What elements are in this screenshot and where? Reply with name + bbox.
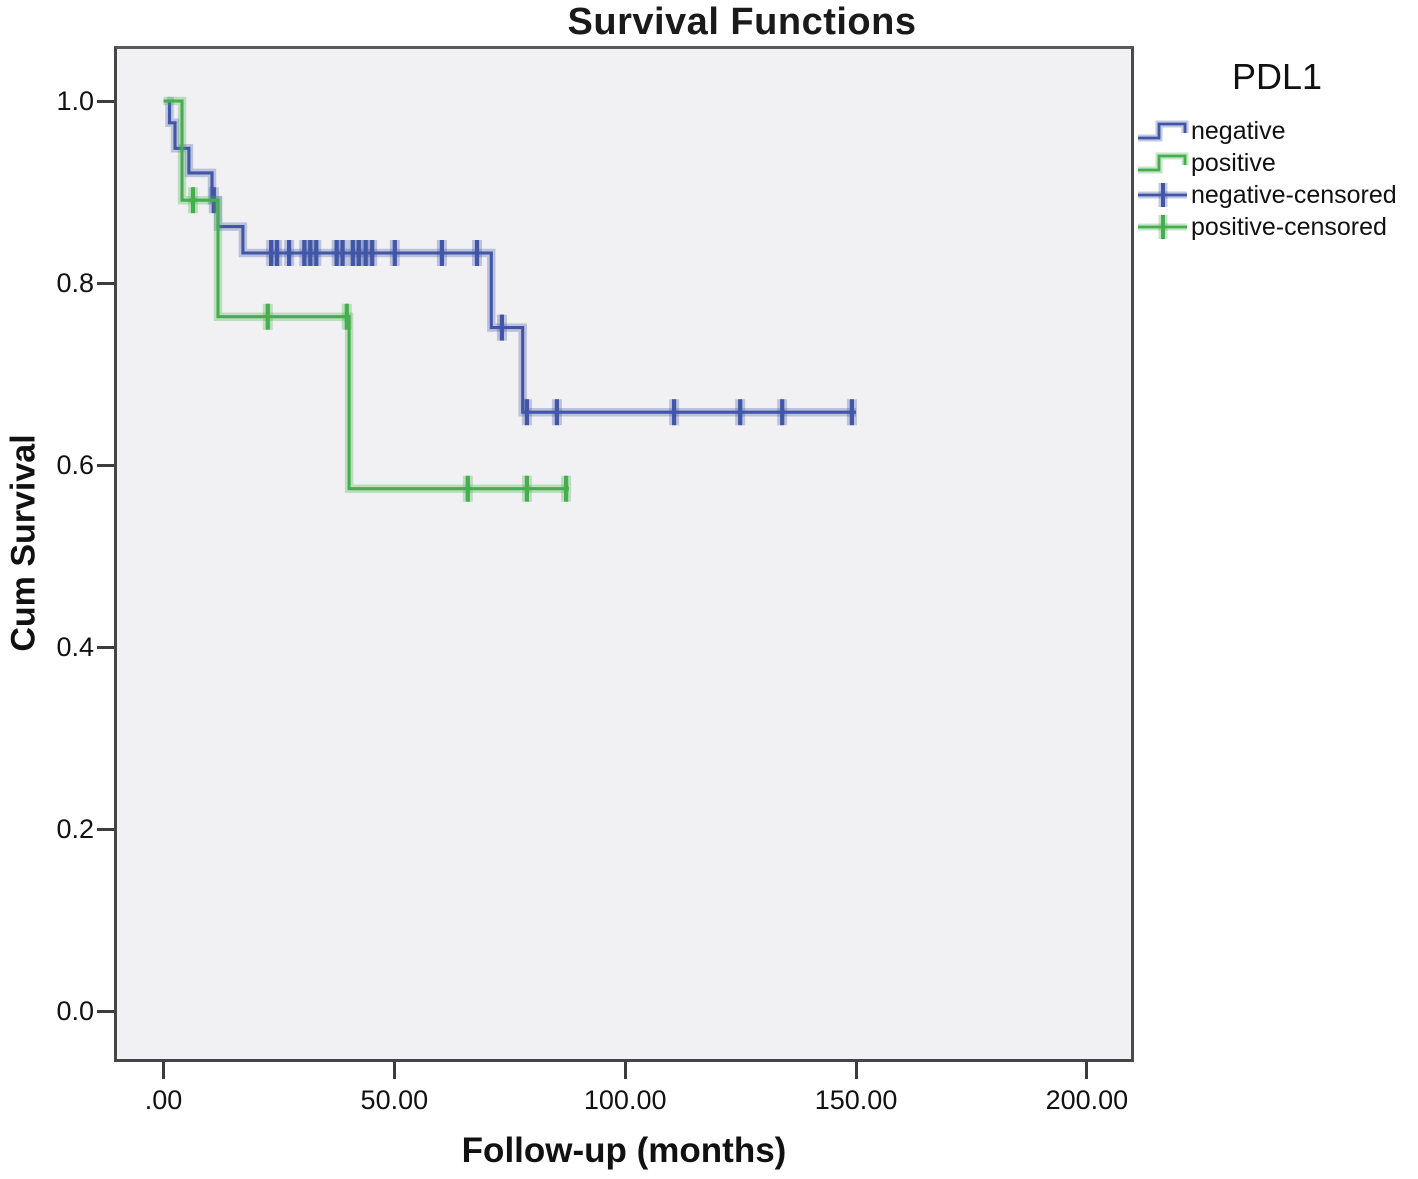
x-axis-tick-label: 50.00: [360, 1085, 429, 1115]
chart-title: Survival Functions: [567, 1, 917, 43]
x-axis-tick-label: 100.00: [583, 1085, 667, 1115]
positive-curve: [163, 99, 569, 491]
y-axis-tick-label: 0.6: [56, 450, 94, 480]
legend-entry-negative-censored: negative-censored: [1136, 179, 1418, 211]
x-axis-tick: [1085, 1062, 1089, 1079]
y-axis-tick: [97, 99, 114, 103]
legend-label-positive: positive: [1191, 148, 1276, 177]
positive-censor-cross-icon: [1138, 215, 1187, 239]
y-axis-tick: [97, 645, 114, 649]
x-axis-tick: [162, 1062, 165, 1079]
positive-curve-halo: [163, 96, 569, 493]
legend-label-negative: negative: [1191, 116, 1286, 145]
survival-curves-canvas: [163, 96, 857, 502]
x-axis-tick-label: 200.00: [1045, 1085, 1129, 1115]
legend-label-negative-censored: negative-censored: [1191, 180, 1397, 209]
legend-entry-positive: positive: [1136, 147, 1418, 179]
positive-step-line-icon: [1138, 152, 1189, 174]
y-axis-title: Cum Survival: [4, 434, 43, 652]
legend-entry-negative: negative: [1136, 115, 1418, 147]
x-axis-title: Follow-up (months): [461, 1131, 787, 1170]
x-axis-tick: [392, 1062, 396, 1079]
y-axis-tick-label: 0.2: [56, 814, 94, 844]
y-axis-tick: [97, 281, 114, 285]
y-axis-tick-label: 0.8: [56, 268, 94, 298]
legend-label-positive-censored: positive-censored: [1191, 212, 1387, 241]
y-axis-tick-label: 0.4: [56, 632, 94, 662]
y-axis-tick: [97, 1009, 114, 1013]
legend: PDL1 negative positive negative-censored: [1136, 56, 1418, 243]
x-axis-tick-label: .00: [144, 1085, 183, 1115]
y-axis-tick: [97, 463, 114, 467]
negative-step-line-icon: [1138, 120, 1189, 142]
x-axis-tick-label: 150.00: [814, 1085, 898, 1115]
legend-entry-positive-censored: positive-censored: [1136, 211, 1418, 243]
y-axis-tick-label: 1.0: [56, 86, 94, 116]
y-axis-tick: [97, 827, 114, 831]
y-axis-tick-label: 0.0: [56, 996, 94, 1026]
legend-title: PDL1: [1231, 56, 1323, 97]
negative-censor-cross-icon: [1138, 183, 1187, 207]
x-axis-tick: [623, 1062, 627, 1079]
plot-frame: [114, 46, 1134, 1062]
x-axis-tick: [854, 1062, 858, 1079]
